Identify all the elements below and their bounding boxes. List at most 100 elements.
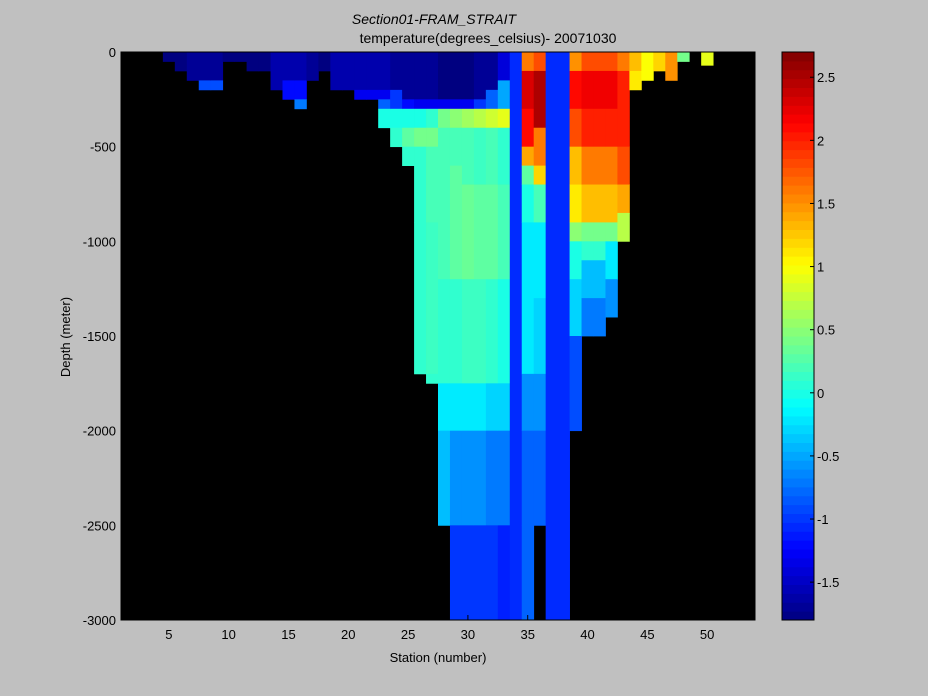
y-axis-label: Depth (meter)	[58, 297, 73, 377]
heatmap-cell	[426, 108, 439, 129]
colorbar-swatch	[782, 60, 814, 71]
x-tick-label: 30	[461, 627, 475, 642]
heatmap-cell	[533, 430, 547, 526]
heatmap-cell	[449, 383, 463, 432]
heatmap-cell	[581, 260, 594, 299]
colorbar-swatch	[782, 149, 814, 160]
colorbar-swatch	[782, 389, 814, 399]
heatmap-cell	[485, 430, 499, 526]
heatmap-cell	[497, 279, 511, 384]
x-axis-label: Station (number)	[390, 650, 487, 665]
colorbar-tick-label: 0.5	[817, 323, 835, 338]
colorbar-swatch	[782, 380, 814, 390]
heatmap-cell	[521, 525, 535, 621]
colorbar-swatch	[782, 398, 814, 408]
heatmap-cell	[569, 241, 582, 280]
colorbar-swatch	[782, 185, 814, 195]
heatmap-cell	[581, 146, 594, 185]
y-tick-label: -2500	[83, 518, 116, 533]
heatmap-cell	[617, 70, 630, 148]
colorbar-swatch	[782, 256, 814, 266]
colorbar-swatch	[782, 131, 814, 142]
heatmap-cell	[533, 52, 547, 72]
heatmap-cell	[461, 127, 475, 185]
colorbar-swatch	[782, 336, 814, 346]
heatmap-cell	[270, 52, 283, 81]
colorbar-swatch	[782, 158, 814, 168]
heatmap-cell	[426, 373, 439, 384]
heatmap-cell	[473, 108, 487, 129]
heatmap-cell	[461, 184, 475, 280]
heatmap-cell	[485, 108, 499, 129]
colorbar-swatch	[782, 52, 814, 62]
colorbar-tick-label: 1	[817, 260, 824, 275]
heatmap-cell	[449, 108, 463, 129]
heatmap-cell	[605, 146, 618, 185]
heatmap-cell	[402, 127, 415, 148]
heatmap-cell	[521, 430, 535, 526]
colorbar-swatch	[782, 123, 814, 133]
heatmap-cell	[497, 430, 511, 526]
colorbar-swatch	[782, 114, 814, 124]
colorbar-swatch	[782, 593, 814, 603]
heatmap-cell	[258, 52, 271, 72]
heatmap-cell	[521, 52, 535, 72]
heatmap-cell	[533, 70, 547, 129]
heatmap-cell	[605, 184, 618, 223]
heatmap-cell	[438, 99, 451, 110]
heatmap-cell	[593, 108, 606, 148]
heatmap-cell	[473, 184, 487, 280]
heatmap-cell	[569, 279, 582, 337]
x-tick-label: 35	[520, 627, 534, 642]
heatmap-cell	[198, 80, 212, 91]
heatmap-cell	[378, 99, 391, 110]
heatmap-cell	[569, 108, 582, 148]
heatmap-cell	[509, 52, 523, 621]
y-tick-label: -3000	[83, 613, 116, 628]
heatmap-cell	[533, 184, 547, 223]
heatmap-cell	[461, 430, 475, 526]
heatmap-cell	[461, 525, 475, 621]
colorbar-swatch	[782, 247, 814, 257]
colorbar-swatch	[782, 96, 814, 106]
heatmap-cell	[485, 89, 499, 110]
colorbar-swatch	[782, 460, 814, 470]
heatmap-cell	[174, 52, 188, 72]
heatmap-cell	[521, 146, 535, 166]
x-tick-label: 15	[281, 627, 295, 642]
x-tick-label: 50	[700, 627, 714, 642]
heatmap-cell	[461, 383, 475, 432]
colorbar-swatch	[782, 167, 814, 177]
heatmap-cell	[485, 52, 499, 91]
heatmap-cell	[497, 383, 511, 432]
heatmap-cell	[605, 279, 618, 318]
colorbar-swatch	[782, 362, 814, 373]
heatmap-cell	[438, 127, 451, 166]
colorbar-swatch	[782, 344, 814, 355]
heatmap-cell	[378, 89, 391, 100]
heatmap-cell	[473, 430, 487, 526]
colorbar-swatch	[782, 69, 814, 80]
y-axis-ticks: 0 -500 -1000 -1500 -2000 -2500 -3000	[83, 45, 126, 628]
heatmap-cell	[605, 52, 618, 72]
heatmap-cells	[162, 52, 714, 621]
colorbar-swatch	[782, 327, 814, 337]
colorbar-swatch	[782, 282, 814, 293]
colorbar-swatch	[782, 220, 814, 231]
heatmap-cell	[665, 52, 678, 81]
y-tick-label: -500	[90, 140, 116, 155]
heatmap-cell	[210, 80, 224, 91]
heatmap-cell	[653, 52, 666, 72]
heatmap-cell	[581, 298, 594, 337]
heatmap-cell	[617, 184, 630, 214]
heatmap-cell	[402, 108, 415, 129]
colorbar-swatch	[782, 176, 814, 186]
heatmap-cell	[581, 70, 594, 110]
colorbar-swatch	[782, 309, 814, 319]
heatmap-cell	[581, 241, 594, 261]
heatmap-cell	[605, 222, 618, 242]
colorbar-swatch	[782, 202, 814, 213]
colorbar-swatch	[782, 478, 814, 488]
heatmap-cell	[593, 241, 606, 261]
heatmap-cell	[569, 146, 582, 185]
